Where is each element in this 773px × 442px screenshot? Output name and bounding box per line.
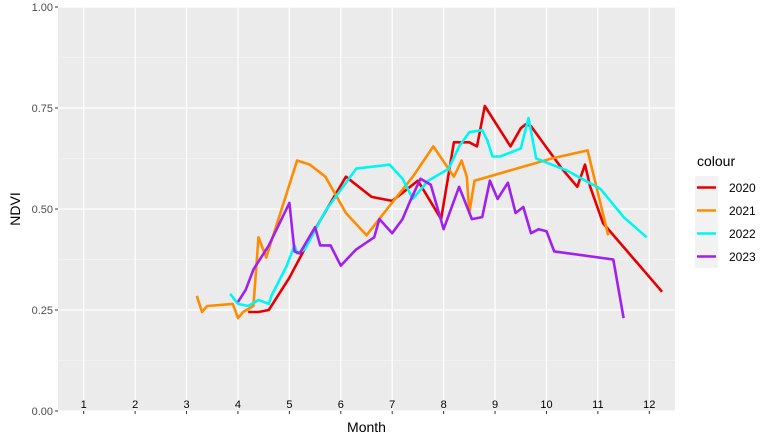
y-axis-title: NDVI: [7, 192, 23, 225]
y-axis: 0.00 0.25 0.50 0.75 1.00: [32, 2, 58, 418]
month-label-9: 9: [492, 399, 498, 411]
legend-label-2020: 2020: [729, 181, 756, 195]
grid-major: [58, 6, 675, 412]
month-label-10: 10: [540, 399, 552, 411]
month-label-3: 3: [183, 399, 189, 411]
month-label-5: 5: [286, 399, 292, 411]
y-tick-label: 1.00: [32, 2, 53, 14]
y-tick-label: 0.75: [32, 103, 53, 115]
month-label-2: 2: [132, 399, 138, 411]
month-label-1: 1: [81, 399, 87, 411]
legend-label-2022: 2022: [729, 227, 756, 241]
month-label-12: 12: [643, 399, 655, 411]
legend-label-2021: 2021: [729, 204, 756, 218]
series-lines: [195, 104, 664, 320]
x-axis-title: Month: [347, 419, 386, 435]
legend: colour 2020 2021 2022 2023: [695, 153, 756, 268]
y-tick-label: 0.25: [32, 305, 53, 317]
month-label-4: 4: [235, 399, 241, 411]
legend-title: colour: [697, 153, 735, 169]
y-tick-label: 0.50: [32, 204, 53, 216]
series-line-2023: [236, 177, 625, 319]
month-label-8: 8: [441, 399, 447, 411]
month-label-6: 6: [338, 399, 344, 411]
series-line-2022: [229, 116, 648, 308]
month-label-11: 11: [592, 399, 603, 411]
y-tick-label: 0.00: [32, 406, 53, 418]
x-axis: [83, 411, 650, 414]
month-label-7: 7: [389, 399, 395, 411]
legend-label-2023: 2023: [729, 250, 756, 264]
grid-minor: [58, 57, 675, 361]
month-labels: 1 2 3 4 5 6 7 8 9 10 11 12: [81, 399, 656, 411]
